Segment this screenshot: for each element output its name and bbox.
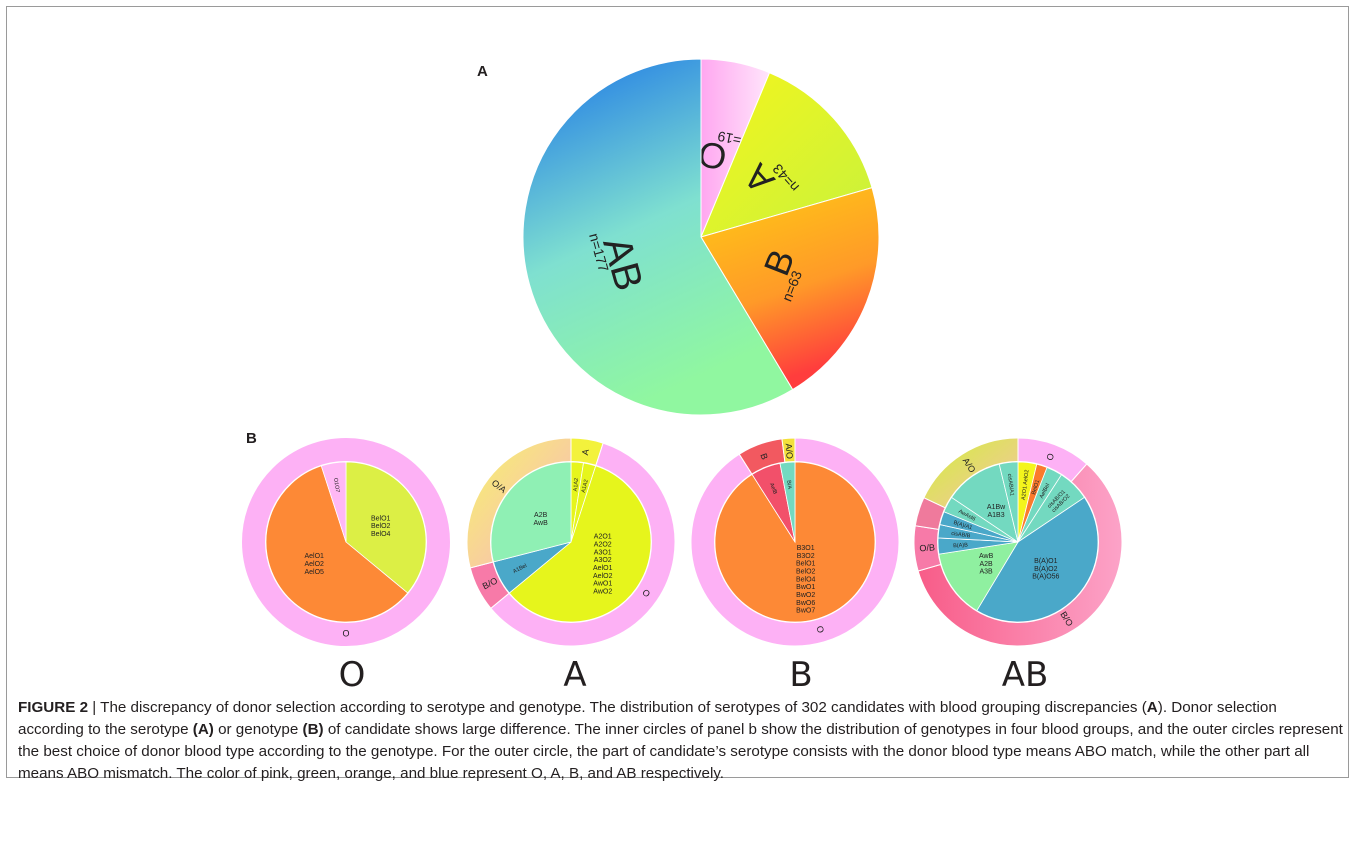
inner-slice-cisab-a1-11 <box>998 461 1019 543</box>
inner-label-a1a2-1: A1A2 <box>581 479 590 493</box>
pie-title-a: A <box>563 655 587 695</box>
inner-label-b-a-b-6: B(A)B <box>953 542 968 549</box>
outer-label-o-1: O <box>640 587 651 599</box>
inner-label-a2b-awb-4: A2B AwB <box>534 512 549 527</box>
inner-label-aelo1-aelo2-aelo5-1: AelO1 AelO2 AelO5 <box>305 553 325 576</box>
inner-label-o1o7-2: O1O7 <box>332 478 340 493</box>
caption-separator: | <box>88 699 101 716</box>
inner-label-a1bw-a1b3-10: A1Bw A1B3 <box>987 504 1006 519</box>
inner-slice-o1o7-2 <box>320 461 347 543</box>
outer-label-o-0: O <box>814 625 826 635</box>
caption-text-4: of candidate shows large difference. The… <box>18 721 1343 782</box>
inner-label-a1a2-0: A1A2 <box>573 478 580 492</box>
inner-slice-belo1-belo2-belo4-0 <box>345 461 427 594</box>
outer-label-a-0: A <box>580 448 591 456</box>
inner-label-b-a-2: B/A <box>785 480 792 490</box>
caption-ref-b: (B) <box>302 721 324 738</box>
inner-label-cisab-b-7: cisAB/B <box>951 531 971 540</box>
pie-slice-ab <box>522 58 794 416</box>
inner-slice-aelo1-aelo2-aelo5-1 <box>265 465 409 623</box>
outer-label-o-0: O <box>342 628 349 638</box>
inner-label-a2o1-a2o2-a3o1-a3o2-aelo1-aelo2-awo1-awo2-2: A2O1 A2O2 A3O1 A3O2 AelO1 AelO2 AwO1 AwO2 <box>593 534 613 596</box>
donut-o: O BelO1 BelO2 BelO4 AelO1 AelO2 AelO5 O1O7 <box>242 438 450 646</box>
inner-label-b-a-o1-b-a-o2-b-a-o56-4: B(A)O1 B(A)O2 B(A)O56 <box>1032 558 1059 581</box>
figure-caption: FIGURE 2 | The discrepancy of donor sele… <box>18 697 1343 785</box>
inner-label-b3o1-b3o2-belo1-belo2-belo4-bwo1-bwo2-bwo6-bwo7-0: B3O1 B3O2 BelO1 BelO2 BelO4 BwO1 BwO2 BwO6 BwO7 <box>796 545 816 615</box>
inner-slice-b-a-o1-b-a-o2-b-a-o56-4 <box>976 496 1099 623</box>
outer-label-a-o-2: A/O <box>784 443 795 459</box>
pie-slice-a <box>700 72 873 238</box>
inner-slice-awb-a2b-a3b-5 <box>938 541 1019 612</box>
inner-slice-b-a-2 <box>779 461 796 543</box>
pie-title-b: B <box>789 655 813 695</box>
caption-text-3: or genotype <box>213 721 303 738</box>
caption-figure-label: FIGURE 2 <box>18 699 89 716</box>
outer-label-o-0: O <box>1044 452 1056 462</box>
inner-label-cisab-a1-11: cisAB/A1 <box>1006 473 1015 496</box>
inner-label-a2o1-aelo2-0: A2O1 AelO2 <box>1021 469 1031 500</box>
inner-slice-a2o1-a2o2-a3o1-a3o2-aelo1-aelo2-awo1-awo2-2 <box>508 465 652 623</box>
caption-ref-a1: A <box>1146 699 1158 716</box>
caption-text-2: ). Donor selection according to the sero… <box>18 699 1277 738</box>
outer-ring-o <box>242 438 450 646</box>
outer-label-b-1: B <box>758 452 769 461</box>
caption-ref-a2: (A) <box>192 721 214 738</box>
pie-title-ab: AB <box>1001 655 1049 695</box>
inner-label-belo1-belo2-belo4-0: BelO1 BelO2 BelO4 <box>371 515 391 538</box>
pie-title-o: O <box>338 655 366 695</box>
outer-label-o-b-2: O/B <box>919 542 935 553</box>
figure-frame <box>6 6 1349 778</box>
donut-b: O B A/O B3O1 B3O2 BelO1 BelO2 BelO4 BwO1 BwO2 BwO6… <box>690 437 900 647</box>
inner-slice-a2b-awb-4 <box>490 461 572 563</box>
panel-a-letter: A <box>477 63 488 80</box>
pie-slice-b <box>700 187 880 391</box>
inner-label-aelb-1: AelB <box>768 482 778 495</box>
caption-text-1: The discrepancy of donor selection accor… <box>100 699 1147 716</box>
inner-label-awb-a2b-a3b-5: AwB A2B A3B <box>979 553 994 576</box>
inner-label-belo1-1: BelO1 <box>1031 479 1041 495</box>
panel-b-letter: B <box>246 430 257 447</box>
inner-label-b-a-a1-8: B(A)/A1 <box>953 520 973 531</box>
